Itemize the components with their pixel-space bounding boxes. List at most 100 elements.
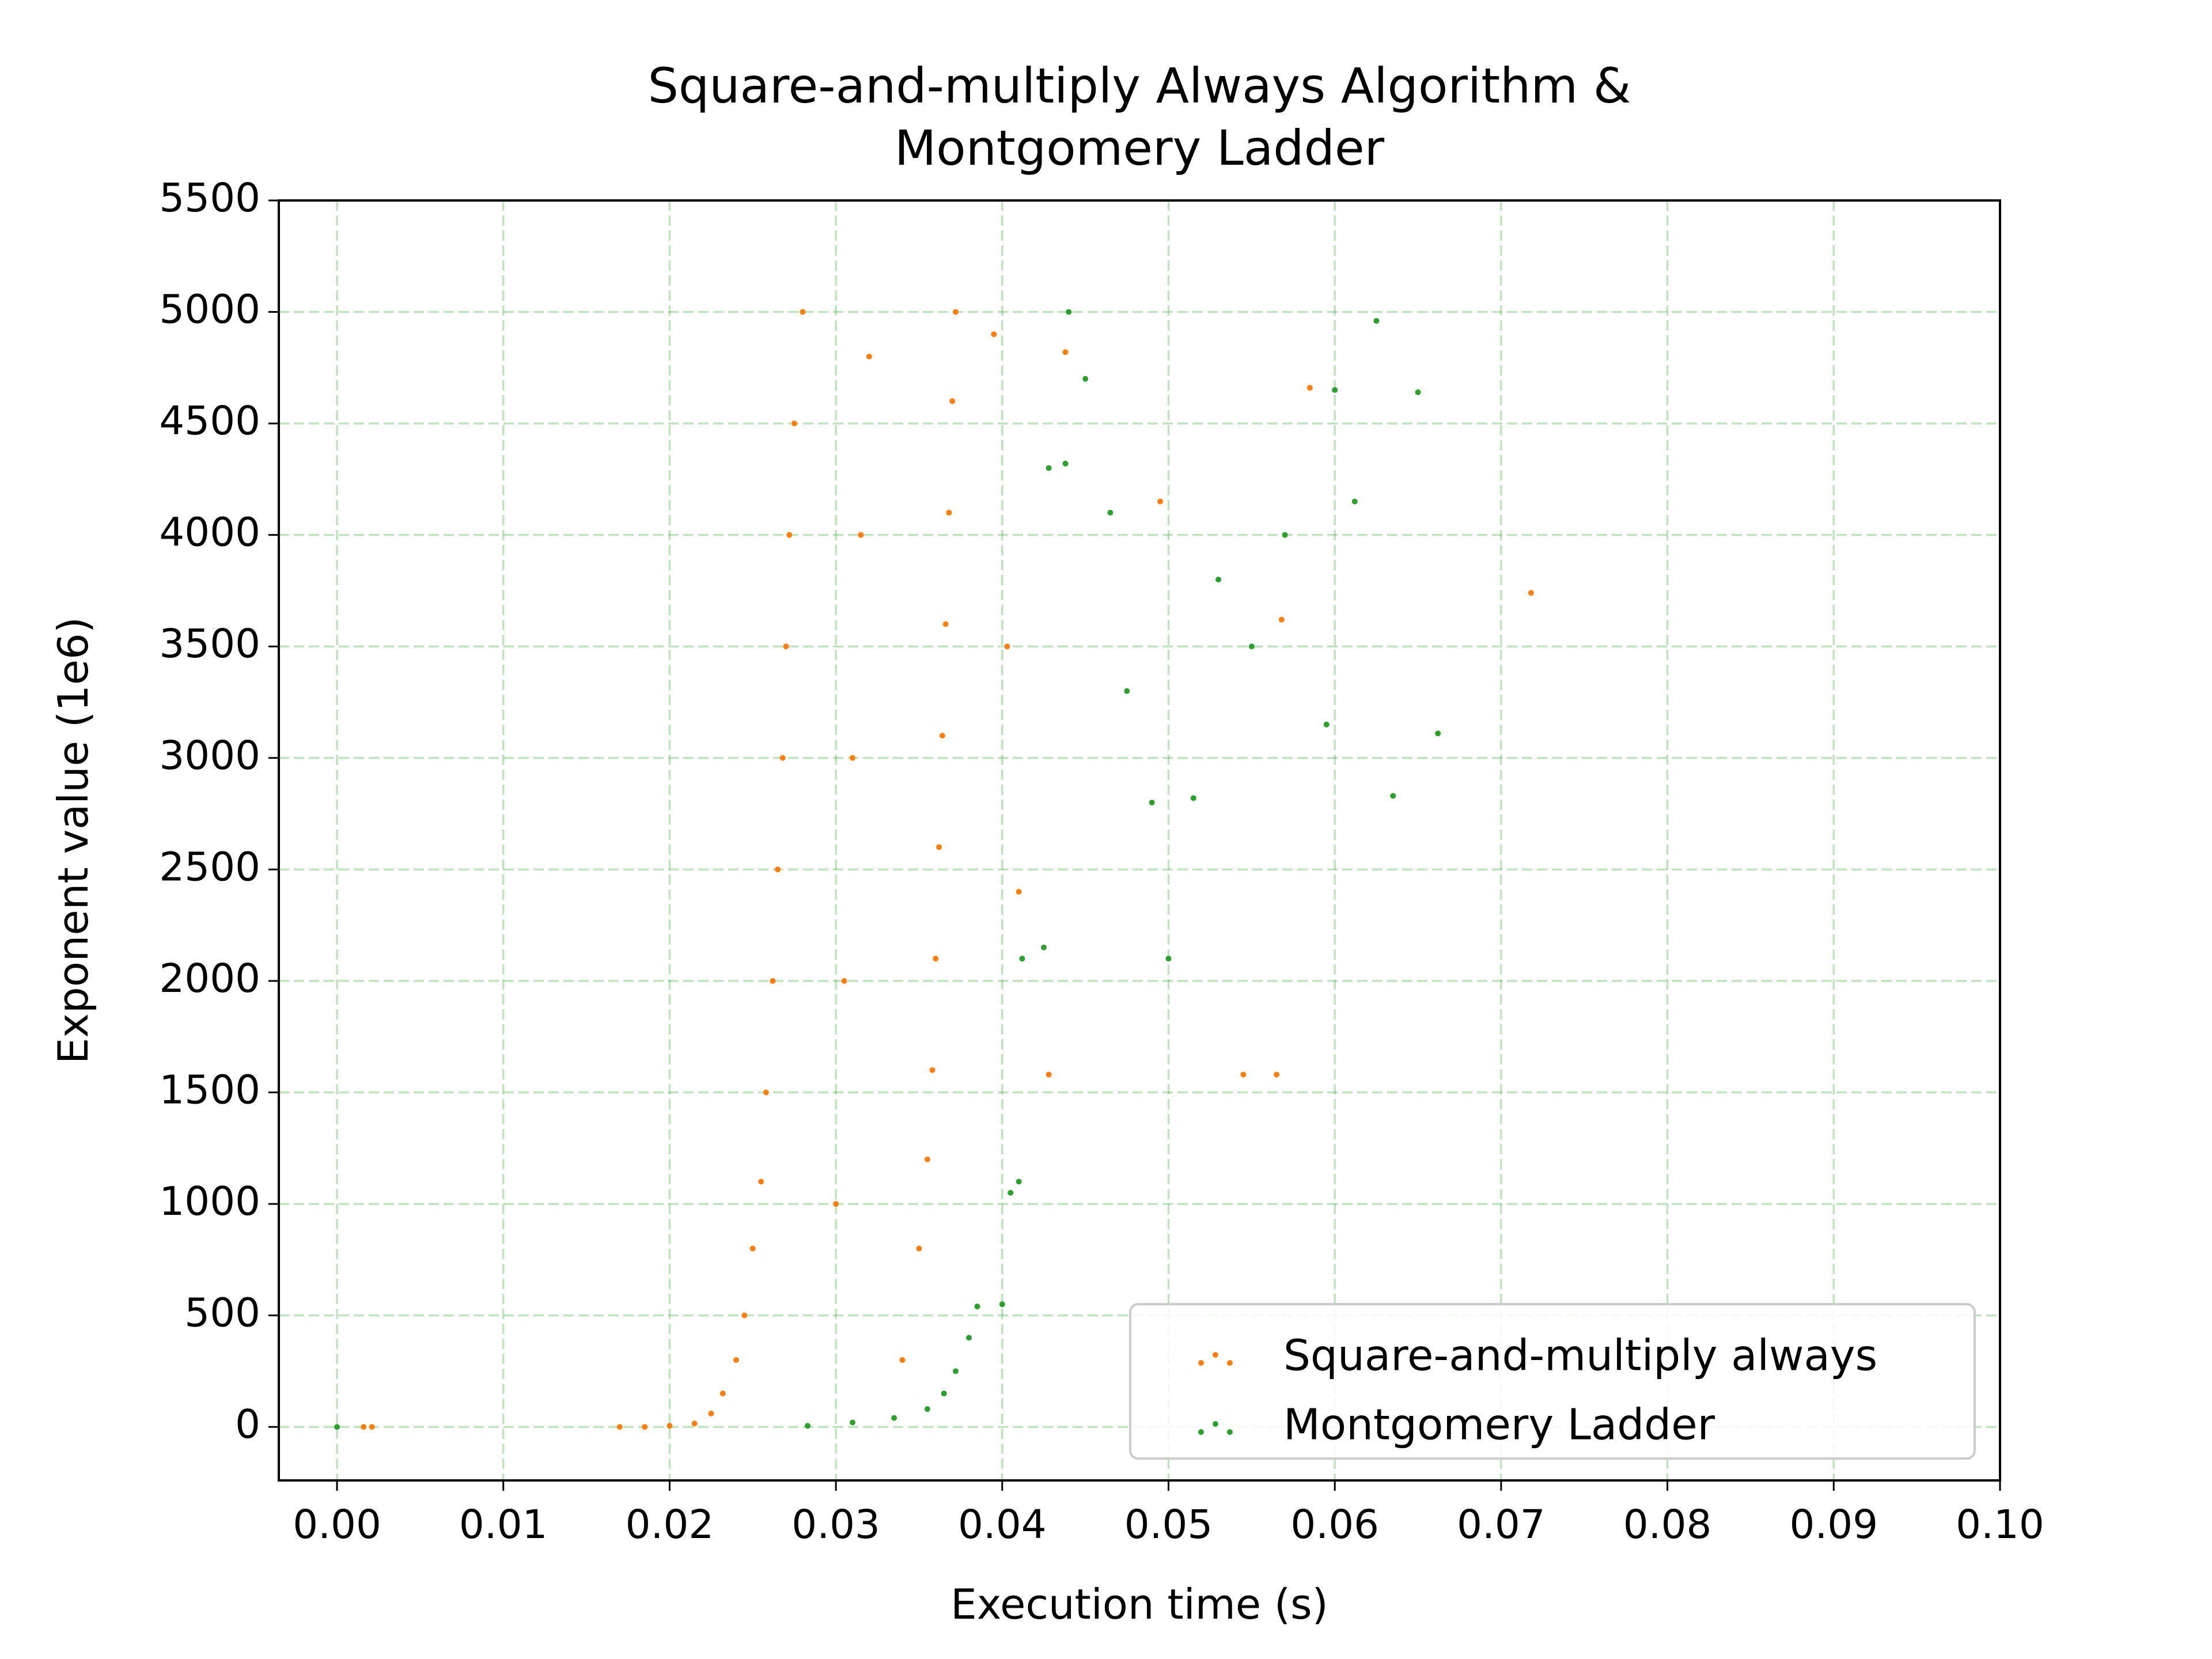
data-point-series-0 (616, 1424, 623, 1430)
data-point-series-1 (941, 1391, 947, 1397)
data-point-series-0 (642, 1424, 648, 1430)
y-axis-ticks: 0 500 1000 1500 2000 2500 3000 3500 4000 4500 5000… (159, 175, 279, 1448)
data-point-series-1 (1165, 956, 1172, 962)
chart-title-line-1: Square-and-multiply Always Algorithm & (648, 58, 1631, 114)
chart-title-line-2: Montgomery Ladder (895, 120, 1385, 176)
data-point-series-0 (924, 1156, 930, 1162)
data-point-series-0 (866, 353, 872, 359)
data-point-series-0 (1528, 590, 1534, 596)
legend-marker-0 (1227, 1360, 1233, 1366)
data-point-series-0 (939, 733, 945, 739)
x-tick-label: 0.02 (626, 1502, 714, 1548)
data-point-series-0 (791, 421, 797, 427)
data-point-series-1 (1149, 800, 1155, 806)
x-tick-label: 0.05 (1124, 1502, 1213, 1548)
data-point-series-1 (850, 1419, 855, 1426)
x-axis-label: Execution time (s) (950, 1580, 1328, 1628)
data-point-series-1 (1332, 387, 1338, 393)
data-point-series-1 (924, 1406, 930, 1412)
data-point-series-1 (1323, 721, 1330, 728)
x-tick-label: 0.01 (459, 1502, 548, 1548)
legend-marker-1 (1213, 1421, 1218, 1427)
data-point-series-0 (1306, 385, 1313, 391)
data-point-series-0 (1240, 1071, 1247, 1078)
data-point-series-0 (1004, 643, 1010, 650)
legend-marker-0 (1213, 1352, 1218, 1358)
data-point-series-0 (361, 1424, 367, 1430)
data-point-series-1 (1282, 532, 1288, 538)
x-tick-label: 0.00 (293, 1502, 381, 1548)
data-point-series-1 (1046, 465, 1052, 471)
data-point-series-1 (999, 1301, 1005, 1308)
data-point-series-0 (775, 866, 781, 873)
data-point-series-1 (1007, 1190, 1014, 1196)
data-point-series-0 (858, 532, 864, 538)
data-point-series-0 (841, 978, 847, 984)
data-points (334, 309, 1534, 1430)
data-point-series-1 (1190, 795, 1196, 801)
data-point-series-0 (779, 755, 786, 761)
data-point-series-0 (1157, 498, 1164, 505)
data-point-series-0 (1274, 1071, 1280, 1078)
x-tick-label: 0.09 (1789, 1502, 1878, 1548)
data-point-series-1 (1415, 389, 1421, 395)
data-point-series-1 (805, 1423, 811, 1429)
data-point-series-1 (1041, 944, 1047, 950)
data-point-series-1 (1124, 688, 1130, 694)
data-point-series-0 (1062, 349, 1069, 355)
data-point-series-0 (952, 309, 959, 315)
data-point-series-0 (942, 621, 949, 627)
data-point-series-1 (1351, 498, 1358, 505)
data-point-series-0 (763, 1089, 769, 1096)
x-tick-label: 0.03 (791, 1502, 880, 1548)
y-tick-label: 5500 (159, 175, 260, 221)
legend-label-square-and-multiply: Square-and-multiply always (1283, 1331, 1877, 1381)
y-tick-label: 3500 (159, 621, 260, 667)
data-point-series-1 (952, 1368, 959, 1374)
legend-box (1129, 1303, 1976, 1460)
data-point-series-1 (1107, 509, 1113, 516)
data-point-series-1 (966, 1335, 972, 1341)
data-point-series-1 (974, 1304, 980, 1310)
y-tick-label: 0 (235, 1402, 260, 1448)
data-point-series-1 (1390, 793, 1396, 799)
data-point-series-0 (770, 978, 776, 984)
data-point-series-0 (783, 643, 789, 650)
data-point-series-0 (936, 844, 942, 850)
data-point-series-0 (800, 309, 806, 315)
legend-marker-0 (1198, 1360, 1204, 1366)
data-point-series-1 (1373, 318, 1380, 324)
y-tick-label: 2500 (159, 844, 260, 890)
data-point-series-0 (1016, 889, 1022, 895)
y-tick-label: 5000 (159, 287, 260, 333)
data-point-series-0 (833, 1200, 839, 1207)
legend-marker-1 (1227, 1429, 1233, 1435)
data-point-series-0 (369, 1424, 375, 1430)
y-tick-label: 4500 (159, 398, 260, 444)
data-point-series-0 (929, 1067, 935, 1073)
data-point-series-0 (741, 1312, 748, 1319)
x-tick-label: 0.10 (1956, 1502, 2044, 1548)
legend: Square-and-multiply always Montgomery La… (1129, 1303, 1976, 1460)
data-point-series-0 (933, 956, 939, 962)
data-point-series-0 (949, 398, 956, 404)
y-tick-label: 2000 (159, 956, 260, 1002)
data-point-series-0 (1278, 616, 1285, 623)
x-tick-label: 0.04 (958, 1502, 1047, 1548)
y-tick-label: 500 (184, 1290, 260, 1336)
data-point-series-0 (850, 755, 855, 761)
data-point-series-1 (1016, 1179, 1022, 1185)
data-point-series-0 (708, 1410, 714, 1416)
data-point-series-0 (916, 1245, 922, 1252)
legend-markers (1198, 1352, 1233, 1435)
legend-label-montgomery-ladder: Montgomery Ladder (1283, 1400, 1715, 1450)
data-point-series-0 (899, 1357, 906, 1363)
data-point-series-0 (786, 532, 793, 538)
x-tick-label: 0.06 (1290, 1502, 1379, 1548)
x-axis-ticks: 0.00 0.01 0.02 0.03 0.04 0.05 0.06 0.07 0.08 0.09… (293, 1480, 2044, 1548)
data-point-series-0 (719, 1391, 726, 1397)
legend-marker-1 (1198, 1429, 1204, 1435)
data-point-series-1 (334, 1424, 340, 1430)
x-tick-label: 0.08 (1623, 1502, 1712, 1548)
